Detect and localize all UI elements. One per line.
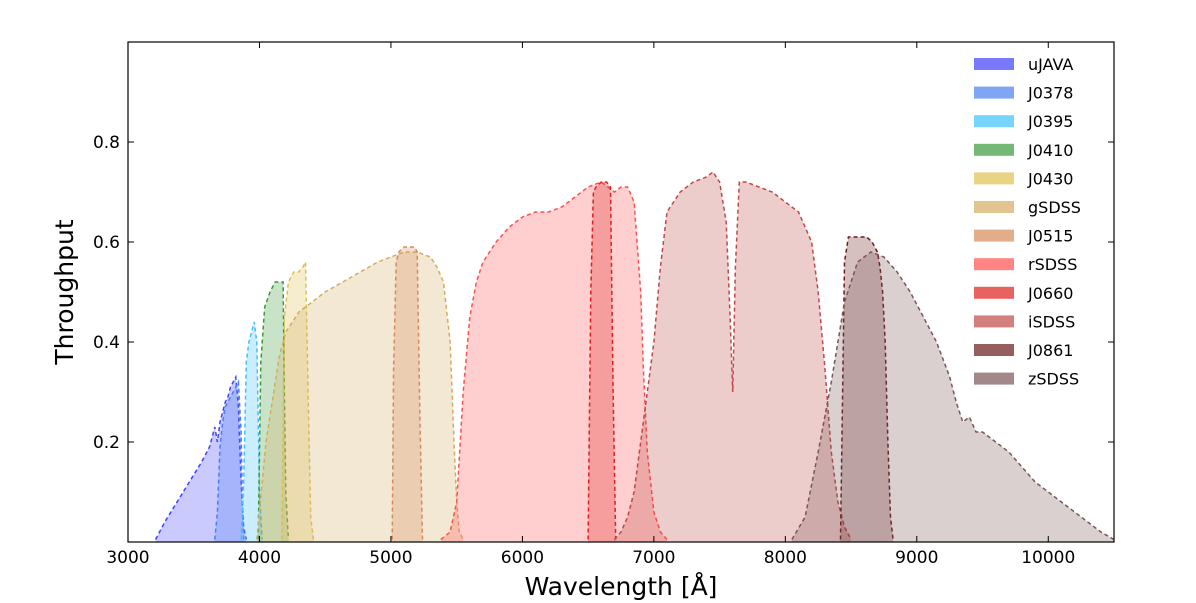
legend-label-j0430: J0430 xyxy=(1027,169,1073,188)
y-tick-label: 0.2 xyxy=(93,433,120,453)
plot-frame xyxy=(127,41,1115,543)
legend-swatch-j0378 xyxy=(974,86,1014,99)
legend-label-ujava: uJAVA xyxy=(1028,55,1073,74)
legend-label-j0660: J0660 xyxy=(1027,284,1073,303)
series-j0861 xyxy=(839,236,894,542)
series-line-ujava xyxy=(154,374,248,540)
legend-label-rsdss: rSDSS xyxy=(1028,255,1077,274)
y-axis-ticks: 0.2 0.4 0.6 0.8 xyxy=(93,133,1114,453)
series-line-j0515 xyxy=(391,246,424,540)
x-tick-label: 10000 xyxy=(1021,548,1075,568)
legend-label-isdss: iSDSS xyxy=(1028,312,1075,331)
legend-swatch-j0395 xyxy=(974,115,1014,128)
series-gsdss xyxy=(256,251,464,542)
series-j0515 xyxy=(391,246,424,542)
y-tick-label: 0.8 xyxy=(93,133,120,153)
legend-swatch-j0861 xyxy=(974,344,1014,356)
legend-label-j0861: J0861 xyxy=(1027,341,1073,360)
series-j0395 xyxy=(240,321,263,542)
legend-label-j0395: J0395 xyxy=(1027,112,1073,131)
series-area-j0861 xyxy=(840,237,894,542)
x-tick-label: 3000 xyxy=(106,548,149,568)
series-line-j0378 xyxy=(214,379,245,540)
series-area-j0430 xyxy=(281,262,314,542)
series-layer xyxy=(154,170,1115,542)
x-axis-label: Wavelength [Å] xyxy=(525,572,718,601)
legend-swatch-j0430 xyxy=(974,172,1014,185)
series-zsdss xyxy=(791,251,1115,542)
y-axis-label: Throughput xyxy=(50,219,79,365)
x-axis-ticks: 3000 4000 5000 6000 7000 8000 9000 10000 xyxy=(106,42,1075,568)
x-tick-label: 9000 xyxy=(895,548,938,568)
series-isdss xyxy=(613,170,852,542)
x-tick-label: 6000 xyxy=(501,548,544,568)
series-rsdss xyxy=(440,181,668,542)
series-area-j0378 xyxy=(214,382,244,542)
legend-swatch-j0660 xyxy=(974,286,1014,299)
x-tick-label: 4000 xyxy=(238,548,281,568)
legend-swatch-rsdss xyxy=(974,258,1014,271)
legend: uJAVA J0378 J0395 J0410 J0430 gSDSS J0515 rSDSS… xyxy=(974,55,1081,389)
legend-swatch-j0515 xyxy=(974,229,1014,242)
legend-swatch-isdss xyxy=(974,315,1014,328)
series-area-isdss xyxy=(614,172,852,542)
legend-swatch-ujava xyxy=(974,58,1014,70)
y-tick-label: 0.4 xyxy=(93,333,120,353)
series-j0410 xyxy=(257,281,290,542)
legend-label-j0410: J0410 xyxy=(1027,141,1073,160)
series-area-j0410 xyxy=(258,282,289,542)
series-line-zsdss xyxy=(791,251,1115,541)
legend-label-j0515: J0515 xyxy=(1027,227,1073,246)
series-area-j0515 xyxy=(392,247,423,542)
series-line-j0395 xyxy=(240,321,263,540)
legend-label-j0378: J0378 xyxy=(1027,84,1073,103)
legend-swatch-zsdss xyxy=(974,372,1014,385)
x-tick-label: 5000 xyxy=(369,548,412,568)
series-area-gsdss xyxy=(256,252,464,542)
series-area-rsdss xyxy=(440,182,667,542)
series-j0430 xyxy=(281,261,315,542)
legend-label-gsdss: gSDSS xyxy=(1028,198,1081,217)
x-tick-label: 8000 xyxy=(764,548,807,568)
series-line-j0410 xyxy=(257,281,290,540)
series-area-j0660 xyxy=(588,182,616,542)
x-tick-label: 7000 xyxy=(632,548,675,568)
series-line-isdss xyxy=(613,170,852,540)
series-line-j0430 xyxy=(281,261,315,540)
series-j0378 xyxy=(214,379,245,542)
legend-swatch-j0410 xyxy=(974,143,1014,156)
series-line-j0660 xyxy=(587,181,617,540)
series-line-rsdss xyxy=(440,181,668,541)
legend-swatch-gsdss xyxy=(974,201,1014,213)
legend-label-zsdss: zSDSS xyxy=(1028,370,1079,389)
y-tick-label: 0.6 xyxy=(93,233,120,253)
series-j0660 xyxy=(587,181,617,542)
series-area-zsdss xyxy=(791,252,1114,542)
series-line-j0861 xyxy=(839,236,894,540)
